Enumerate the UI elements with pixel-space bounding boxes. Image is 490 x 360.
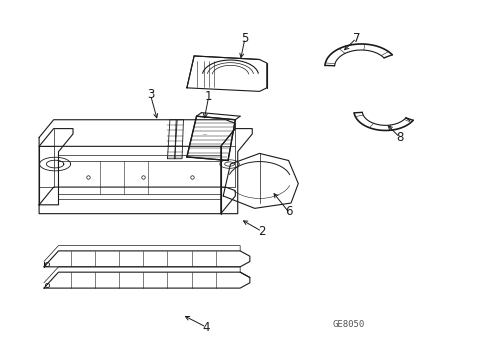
- Text: GE8050: GE8050: [332, 320, 365, 329]
- Text: 6: 6: [285, 206, 293, 219]
- Text: 4: 4: [202, 321, 210, 334]
- Text: 5: 5: [241, 32, 249, 45]
- Text: 3: 3: [147, 89, 154, 102]
- Text: 7: 7: [353, 32, 360, 45]
- Text: ~: ~: [201, 132, 207, 139]
- Text: 8: 8: [396, 131, 404, 144]
- Text: 1: 1: [205, 90, 213, 103]
- Text: 2: 2: [258, 225, 266, 238]
